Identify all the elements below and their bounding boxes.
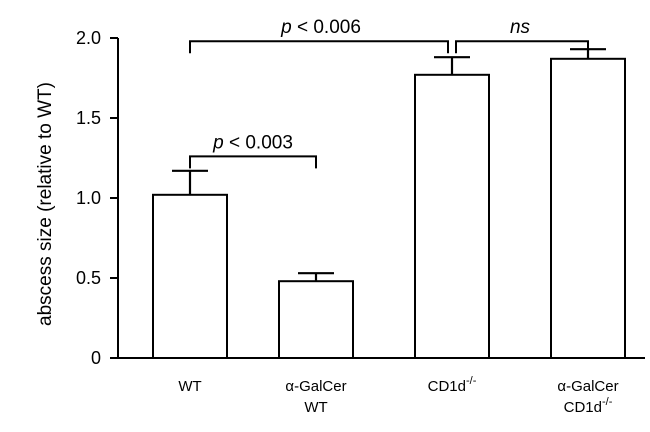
y-tick-label: 0.5 [76, 268, 101, 288]
y-axis-label: abscess size (relative to WT) [35, 82, 56, 326]
significance-bracket [189, 40, 449, 54]
bar [414, 73, 490, 360]
significance-annotations: p < 0.003 p < 0.006 ns [189, 17, 589, 169]
bar [550, 57, 626, 360]
category-label: α-GalCer [557, 378, 618, 395]
significance-label: p < 0.003 [212, 132, 293, 153]
significance-bracket [455, 40, 589, 54]
bar [278, 280, 354, 360]
significance-label: ns [510, 17, 531, 38]
category-label-line2: WT [304, 399, 327, 416]
significance-bracket [189, 155, 317, 169]
category-label: CD1d-/- [428, 375, 477, 395]
bar [152, 193, 228, 359]
bars [152, 48, 626, 360]
y-tick-label: 2.0 [76, 28, 101, 48]
y-tick-label: 0 [91, 348, 101, 368]
category-label: WT [178, 378, 201, 395]
category-label-line2: CD1d-/- [564, 396, 613, 416]
category-label: α-GalCer [285, 378, 346, 395]
y-tick-label: 1.0 [76, 188, 101, 208]
significance-label: p < 0.006 [280, 17, 361, 38]
y-tick-label: 1.5 [76, 108, 101, 128]
